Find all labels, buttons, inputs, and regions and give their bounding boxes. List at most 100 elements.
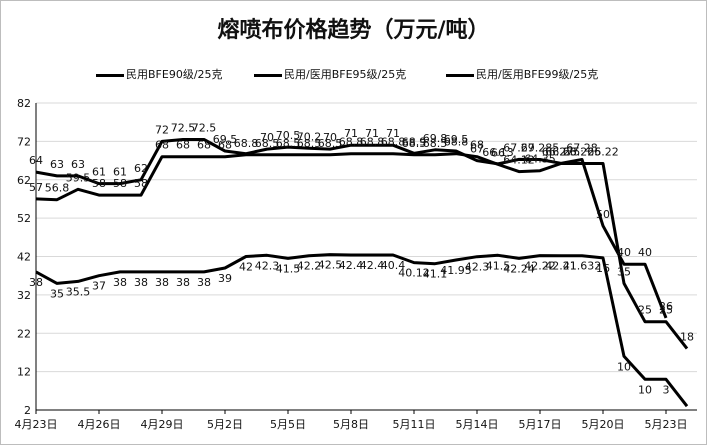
series-line-bfe90 xyxy=(35,253,689,408)
data-label: 68 xyxy=(197,139,211,152)
data-label: 35 xyxy=(50,287,64,300)
data-label: 70 xyxy=(323,131,337,144)
data-label: 42.4 xyxy=(360,259,385,272)
data-label: 70 xyxy=(260,131,274,144)
data-label: 38 xyxy=(134,276,148,289)
series-line-bfe95 xyxy=(35,152,689,350)
data-label: 72.5 xyxy=(192,121,217,134)
data-label: 16 xyxy=(596,262,610,275)
data-label: 50 xyxy=(596,208,610,221)
data-label: 68.8 xyxy=(234,137,259,150)
data-label: 68.9 xyxy=(402,135,427,148)
data-label: 63 xyxy=(71,158,85,171)
y-tick-label: 82 xyxy=(17,97,31,110)
x-tick-label: 5月8日 xyxy=(333,418,369,431)
x-tick-label: 4月23日 xyxy=(15,418,58,431)
data-label: 68.5 xyxy=(297,137,322,150)
data-label: 40.4 xyxy=(381,259,406,272)
data-label: 42.2 xyxy=(297,260,322,273)
data-label: 62 xyxy=(134,162,148,175)
data-label: 39 xyxy=(218,272,232,285)
legend-label-bfe90: 民用BFE90级/25克 xyxy=(126,68,223,81)
legend-line-bfe95 xyxy=(254,73,282,77)
data-label: 69.5 xyxy=(444,133,469,146)
legend-line-bfe90 xyxy=(96,73,124,77)
chart-title: 熔喷布价格趋势（万元/吨） xyxy=(217,18,490,43)
data-label: 64.12 xyxy=(503,154,535,167)
legend-item-bfe95: 民用/医用BFE95级/25克 xyxy=(254,66,406,82)
data-label: 61 xyxy=(113,166,127,179)
data-label: 42.3 xyxy=(255,259,280,272)
x-tick-label: 5月14日 xyxy=(456,418,499,431)
data-label: 66.13 xyxy=(482,146,514,159)
data-label: 38 xyxy=(113,276,127,289)
data-label: 68.8 xyxy=(360,136,385,149)
x-tick-label: 5月20日 xyxy=(582,418,625,431)
y-tick-label: 42 xyxy=(17,251,31,264)
x-tick-label: 5月2日 xyxy=(207,418,243,431)
data-label: 58 xyxy=(134,177,148,190)
data-label: 71 xyxy=(365,127,379,140)
data-label: 66.275 xyxy=(542,145,581,158)
data-label: 26 xyxy=(659,300,673,313)
series-line-bfe99 xyxy=(35,138,668,319)
data-label: 68.5 xyxy=(276,137,301,150)
data-label: 68.8 xyxy=(444,136,469,149)
data-label: 66.22 xyxy=(587,146,619,159)
data-label: 37 xyxy=(92,280,106,293)
legend-item-bfe99: 民用/医用BFE99级/25克 xyxy=(446,66,598,82)
data-label: 41.95 xyxy=(440,264,472,277)
data-label: 72 xyxy=(155,123,169,136)
data-label: 59.5 xyxy=(66,171,91,184)
data-label: 18 xyxy=(680,331,694,344)
data-label: 38 xyxy=(176,276,190,289)
y-tick-label: 62 xyxy=(17,174,31,187)
data-label: 40 xyxy=(638,246,652,259)
data-label: 3 xyxy=(663,383,670,396)
data-label: 35 xyxy=(617,265,631,278)
data-label: 38 xyxy=(155,276,169,289)
data-label: 68.8 xyxy=(339,136,364,149)
legend-label-bfe95: 民用/医用BFE95级/25克 xyxy=(284,68,407,81)
x-tick-label: 4月29日 xyxy=(141,418,184,431)
data-label: 66.225 xyxy=(563,146,602,159)
data-label: 41.5 xyxy=(276,262,301,275)
data-label: 41.1 xyxy=(423,268,448,281)
x-tick-label: 5月23日 xyxy=(645,418,688,431)
data-label: 70.2 xyxy=(297,130,322,143)
data-label: 42.22 xyxy=(524,260,556,273)
data-label: 42.5 xyxy=(318,259,343,272)
data-label: 10 xyxy=(617,360,631,373)
y-tick-label: 52 xyxy=(17,212,31,225)
data-label: 42 xyxy=(239,261,253,274)
data-label: 68 xyxy=(176,139,190,152)
x-tick-label: 5月5日 xyxy=(270,418,306,431)
data-label: 40.12 xyxy=(398,267,430,280)
data-label: 68 xyxy=(218,139,232,152)
chart-legend: 民用BFE90级/25克 民用/医用BFE95级/25克 民用/医用BFE99级… xyxy=(0,66,707,82)
data-label: 68.8 xyxy=(381,136,406,149)
data-label: 10 xyxy=(638,383,652,396)
data-label: 68.5 xyxy=(318,137,343,150)
data-label: 42.3 xyxy=(465,261,490,274)
data-label: 66.23 xyxy=(545,146,577,159)
data-label: 67.29 xyxy=(503,141,535,154)
data-label: 71 xyxy=(386,127,400,140)
y-tick-label: 22 xyxy=(17,327,31,340)
y-tick-label: 72 xyxy=(17,135,31,148)
data-label: 68 xyxy=(155,139,169,152)
legend-line-bfe99 xyxy=(446,73,474,77)
legend-item-bfe90: 民用BFE90级/25克 xyxy=(96,66,223,82)
data-label: 70.5 xyxy=(276,129,301,142)
data-label: 64 xyxy=(29,154,43,167)
data-label: 38 xyxy=(197,276,211,289)
data-label: 56.8 xyxy=(45,182,70,195)
data-label: 68.5 xyxy=(423,137,448,150)
data-label: 58 xyxy=(113,177,127,190)
y-tick-label: 12 xyxy=(17,366,31,379)
data-label: 67.28 xyxy=(566,141,598,154)
x-tick-label: 5月17日 xyxy=(519,418,562,431)
data-label: 68 xyxy=(470,139,484,152)
data-label: 58 xyxy=(92,177,106,190)
